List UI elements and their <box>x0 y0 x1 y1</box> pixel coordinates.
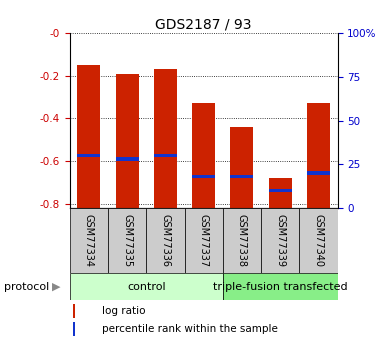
Bar <box>192 175 215 178</box>
Text: GSM77334: GSM77334 <box>84 214 94 267</box>
Text: GSM77335: GSM77335 <box>122 214 132 267</box>
Bar <box>108 208 146 273</box>
Bar <box>78 65 100 208</box>
Bar <box>307 104 330 208</box>
Bar <box>70 273 223 300</box>
Text: control: control <box>127 282 166 292</box>
Bar <box>269 178 292 208</box>
Text: GSM77340: GSM77340 <box>314 214 324 267</box>
Bar <box>307 171 330 175</box>
Text: percentile rank within the sample: percentile rank within the sample <box>102 324 278 334</box>
Bar <box>223 208 261 273</box>
Bar <box>116 157 139 161</box>
Bar <box>70 208 108 273</box>
Bar <box>230 127 253 208</box>
Text: GSM77336: GSM77336 <box>161 214 170 267</box>
Bar <box>269 189 292 193</box>
Text: GSM77338: GSM77338 <box>237 214 247 267</box>
Bar <box>154 154 177 157</box>
Text: ▶: ▶ <box>52 282 61 292</box>
Bar <box>192 104 215 208</box>
Bar <box>146 208 185 273</box>
Title: GDS2187 / 93: GDS2187 / 93 <box>156 18 252 32</box>
Text: log ratio: log ratio <box>102 306 146 316</box>
Bar <box>299 208 338 273</box>
Text: GSM77339: GSM77339 <box>275 214 285 267</box>
Text: triple-fusion transfected: triple-fusion transfected <box>213 282 348 292</box>
Bar <box>185 208 223 273</box>
Bar <box>223 273 338 300</box>
Text: protocol: protocol <box>4 282 49 292</box>
Bar <box>73 304 75 318</box>
Text: GSM77337: GSM77337 <box>199 214 209 267</box>
Bar <box>230 175 253 178</box>
Bar <box>116 73 139 208</box>
Bar <box>154 69 177 208</box>
Bar <box>261 208 299 273</box>
Bar <box>73 322 75 336</box>
Bar <box>78 154 100 157</box>
